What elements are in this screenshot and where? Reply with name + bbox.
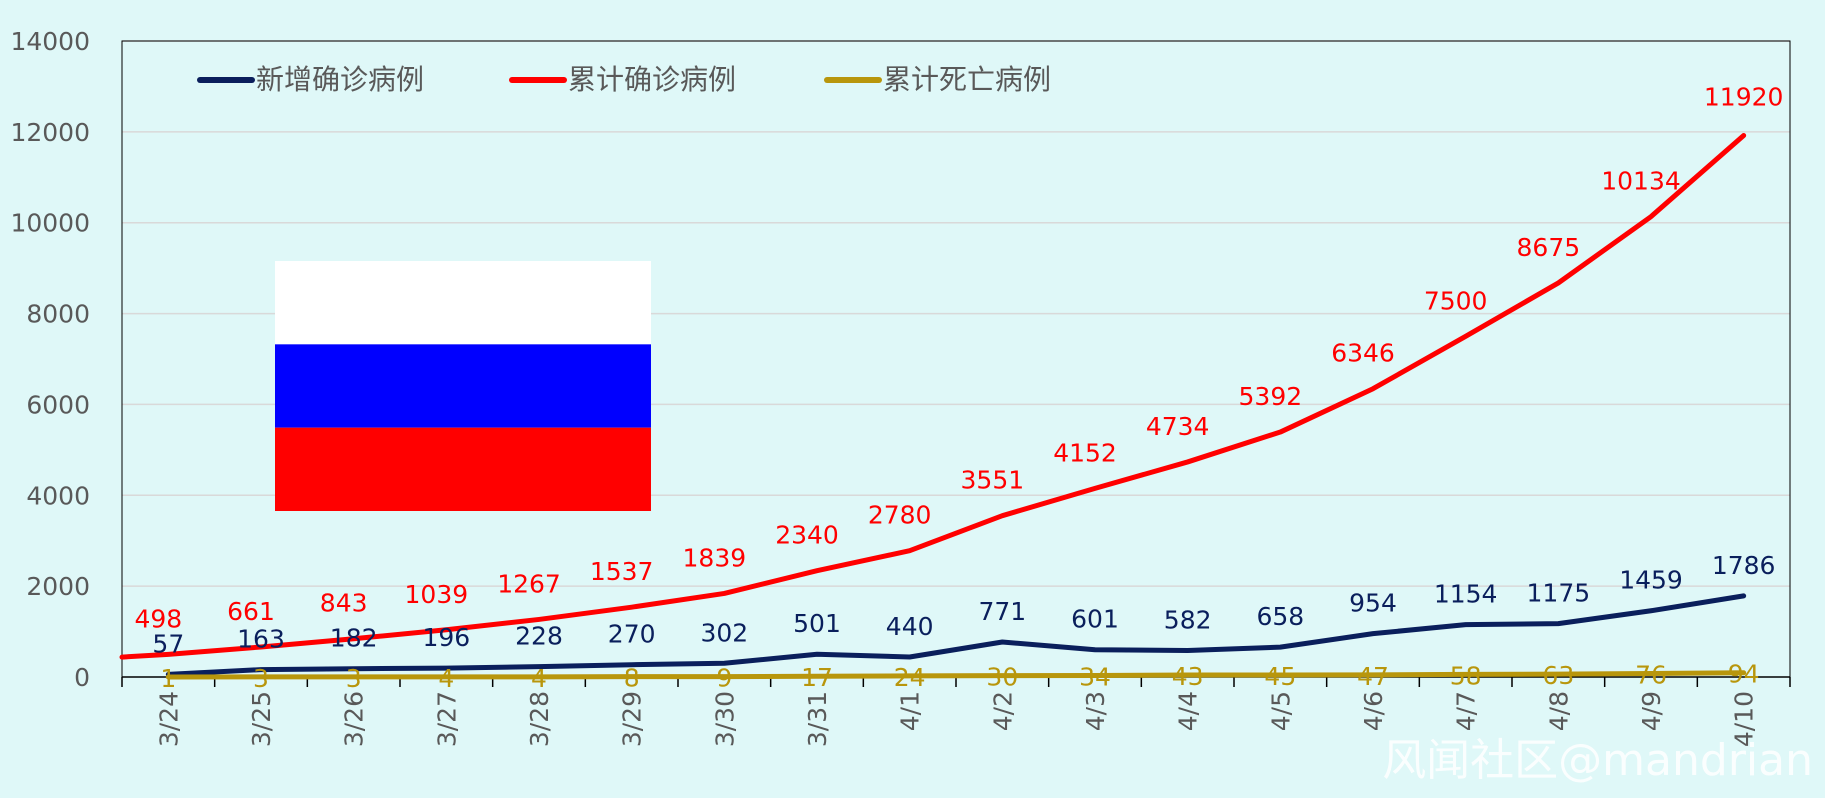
data-label: 954	[1349, 589, 1397, 618]
data-label: 228	[515, 622, 563, 651]
x-tick-label: 3/27	[432, 691, 461, 747]
data-label: 3551	[961, 466, 1025, 495]
legend-label: 累计确诊病例	[568, 63, 736, 96]
data-label: 440	[886, 612, 934, 641]
data-label: 9	[716, 664, 732, 693]
data-label: 843	[320, 589, 368, 618]
x-tick-label: 4/10	[1730, 691, 1759, 747]
y-tick-label: 2000	[26, 572, 90, 601]
x-tick-label: 3/29	[618, 691, 647, 747]
series-line	[165, 593, 1747, 677]
data-label: 63	[1542, 661, 1574, 690]
x-tick-label: 4/4	[1174, 691, 1203, 731]
y-tick-label: 10000	[10, 209, 90, 238]
x-tick-label: 3/24	[154, 691, 183, 747]
data-label: 8675	[1517, 233, 1581, 262]
x-tick-label: 3/28	[525, 691, 554, 747]
data-label: 4	[438, 664, 454, 693]
data-label: 1039	[405, 580, 469, 609]
flag-stripe-red	[275, 427, 651, 511]
legend-label: 累计死亡病例	[883, 63, 1051, 96]
data-label: 1537	[590, 557, 654, 586]
data-label: 163	[237, 625, 285, 654]
data-label: 58	[1450, 661, 1482, 690]
x-tick-label: 4/7	[1452, 691, 1481, 731]
data-label: 4	[531, 664, 547, 693]
data-label: 182	[330, 624, 378, 653]
data-label: 582	[1164, 606, 1212, 635]
data-label: 34	[1079, 662, 1111, 691]
flag-stripe-blue	[275, 344, 651, 428]
data-label: 658	[1256, 602, 1304, 631]
x-tick-label: 4/2	[988, 691, 1017, 731]
data-label: 11920	[1704, 82, 1784, 111]
data-label: 3	[346, 664, 362, 693]
x-tick-label: 4/1	[896, 691, 925, 731]
watermark: 风闻社区@mandrian	[1382, 735, 1813, 786]
data-label: 2340	[775, 521, 839, 550]
y-tick-label: 4000	[26, 481, 90, 510]
flag-stripe-white	[275, 261, 651, 345]
legend-label: 新增确诊病例	[256, 63, 424, 96]
data-label: 76	[1635, 661, 1667, 690]
data-label: 1175	[1527, 579, 1591, 608]
x-tick-label: 3/26	[340, 691, 369, 747]
data-label: 498	[134, 604, 182, 633]
data-label: 47	[1357, 662, 1389, 691]
x-tick-label: 4/8	[1544, 691, 1573, 731]
series-line	[119, 132, 1747, 660]
data-label: 196	[422, 623, 470, 652]
data-label: 30	[986, 663, 1018, 692]
y-tick-label: 14000	[10, 27, 90, 56]
data-label: 4734	[1146, 412, 1210, 441]
y-tick-label: 8000	[26, 300, 90, 329]
data-label: 270	[608, 620, 656, 649]
x-tick-label: 3/30	[710, 691, 739, 747]
data-label: 1459	[1619, 566, 1683, 595]
data-label: 24	[894, 663, 926, 692]
data-label: 771	[978, 597, 1026, 626]
data-label: 601	[1071, 605, 1119, 634]
x-tick-label: 3/25	[247, 691, 276, 747]
data-label: 1839	[683, 543, 747, 572]
data-label: 1154	[1434, 580, 1498, 609]
data-label: 661	[227, 597, 275, 626]
series-line	[165, 670, 1747, 680]
y-tick-label: 0	[74, 663, 90, 692]
data-label: 302	[700, 618, 748, 647]
data-label: 501	[793, 609, 841, 638]
data-label: 6346	[1331, 339, 1395, 368]
data-label: 8	[624, 664, 640, 693]
y-tick-label: 6000	[26, 390, 90, 419]
data-label: 43	[1172, 662, 1204, 691]
y-tick-label: 12000	[10, 118, 90, 147]
data-label: 45	[1264, 662, 1296, 691]
data-label: 1267	[497, 569, 561, 598]
x-tick-label: 3/31	[803, 691, 832, 747]
data-label: 2780	[868, 501, 932, 530]
data-label: 5392	[1239, 382, 1303, 411]
x-tick-label: 4/6	[1359, 691, 1388, 731]
data-label: 1786	[1712, 551, 1776, 580]
data-label: 4152	[1053, 438, 1117, 467]
data-label: 1	[160, 664, 176, 693]
data-label: 94	[1728, 660, 1760, 689]
data-label: 3	[253, 664, 269, 693]
x-tick-label: 4/5	[1266, 691, 1295, 731]
data-label: 7500	[1424, 286, 1488, 315]
x-tick-label: 4/3	[1081, 691, 1110, 731]
data-label: 17	[801, 663, 833, 692]
x-tick-label: 4/9	[1637, 691, 1666, 731]
data-label: 57	[152, 629, 184, 658]
data-label: 10134	[1601, 167, 1681, 196]
